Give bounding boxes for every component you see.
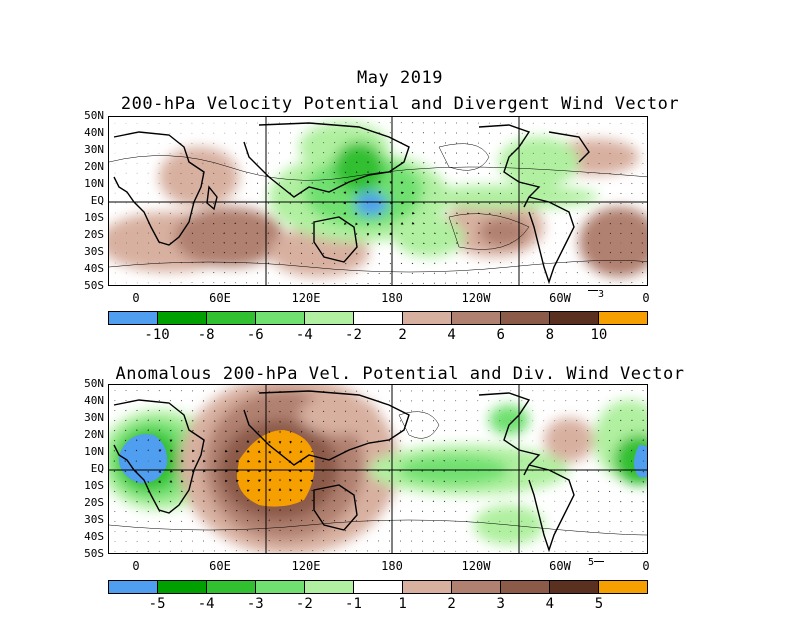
lon-label: 180: [381, 291, 403, 305]
lat-label: EQ: [90, 194, 104, 207]
lat-label: 30S: [84, 513, 104, 526]
lon-label: 60E: [209, 559, 231, 573]
colorbar-label: 8: [545, 327, 555, 343]
panel1-map-graphic: [109, 117, 647, 285]
lat-label: 50N: [84, 109, 104, 122]
lon-label: 120W: [461, 291, 491, 305]
colorbar-swatch: [109, 312, 158, 324]
colorbar-label: -10: [144, 327, 170, 343]
lat-label: 30N: [84, 143, 104, 156]
lat-label: 10N: [84, 177, 104, 190]
lon-label: 180: [381, 559, 403, 573]
colorbar-swatch: [305, 312, 354, 324]
lat-label: 50S: [84, 547, 104, 560]
colorbar-label: 10: [590, 327, 608, 343]
colorbar-swatch: [305, 581, 354, 593]
panel1-colorbar: [108, 311, 648, 325]
panel1-title: 200-hPa Velocity Potential and Divergent…: [120, 94, 680, 114]
lat-label: 10N: [84, 445, 104, 458]
colorbar-label: -6: [246, 327, 264, 343]
colorbar-label: -1: [345, 596, 362, 612]
panel2-colorbar: [108, 580, 648, 594]
colorbar-label: -4: [197, 596, 215, 612]
lat-label: 50S: [84, 279, 104, 292]
colorbar-swatch: [256, 581, 305, 593]
colorbar-swatch: [207, 581, 256, 593]
lat-label: 30S: [84, 245, 104, 258]
colorbar-swatch: [599, 581, 647, 593]
lat-label: 20S: [84, 228, 104, 241]
lon-label: 0: [642, 559, 650, 573]
lat-label: 20S: [84, 496, 104, 509]
panel1-ref-vector: 3: [588, 289, 604, 300]
lat-label: 20N: [84, 160, 104, 173]
colorbar-label: 5: [594, 596, 604, 612]
lat-label: 40S: [84, 530, 104, 543]
lon-label: 120E: [291, 559, 321, 573]
colorbar-label: -4: [295, 327, 313, 343]
colorbar-swatch: [403, 312, 452, 324]
colorbar-swatch: [403, 581, 452, 593]
lat-label: 50N: [84, 377, 104, 390]
colorbar-swatch: [158, 581, 207, 593]
lon-label: 0: [132, 559, 140, 573]
date-title: May 2019: [357, 68, 443, 88]
lon-label: 60E: [209, 291, 231, 305]
colorbar-label: 4: [545, 596, 555, 612]
colorbar-swatch: [354, 312, 403, 324]
colorbar-label: 3: [496, 596, 505, 612]
colorbar-label: -2: [295, 596, 313, 612]
colorbar-swatch: [501, 581, 550, 593]
colorbar-swatch: [550, 581, 599, 593]
lat-label: 30N: [84, 411, 104, 424]
colorbar-label: -8: [197, 327, 215, 343]
lon-label: 120E: [291, 291, 321, 305]
panel2-map: [108, 384, 648, 554]
lon-label: 60W: [549, 291, 571, 305]
panel2-ref-vector: 5: [588, 557, 605, 568]
lon-label: 0: [132, 291, 140, 305]
colorbar-label: -2: [345, 327, 362, 343]
colorbar-swatch: [207, 312, 256, 324]
lat-label: 40S: [84, 262, 104, 275]
lat-label: 40N: [84, 394, 104, 407]
colorbar-label: 6: [496, 327, 505, 343]
colorbar-swatch: [452, 581, 501, 593]
colorbar-swatch: [109, 581, 158, 593]
colorbar-swatch: [452, 312, 501, 324]
colorbar-label: 1: [398, 596, 407, 612]
lon-label: 0: [642, 291, 650, 305]
colorbar-swatch: [158, 312, 207, 324]
lon-label: 120W: [461, 559, 491, 573]
lat-label: EQ: [90, 462, 104, 475]
panel2-title: Anomalous 200-hPa Vel. Potential and Div…: [115, 364, 685, 384]
lat-label: 10S: [84, 211, 104, 224]
colorbar-label: -5: [148, 596, 166, 612]
lat-label: 20N: [84, 428, 104, 441]
panel1-map: [108, 116, 648, 286]
colorbar-swatch: [501, 312, 550, 324]
colorbar-swatch: [354, 581, 403, 593]
colorbar-label: 2: [447, 596, 456, 612]
colorbar-label: 2: [398, 327, 407, 343]
colorbar-label: -3: [246, 596, 264, 612]
lat-label: 10S: [84, 479, 104, 492]
colorbar-swatch: [550, 312, 599, 324]
colorbar-label: 4: [447, 327, 456, 343]
lat-label: 40N: [84, 126, 104, 139]
colorbar-swatch: [256, 312, 305, 324]
colorbar-swatch: [599, 312, 647, 324]
panel2-map-graphic: [109, 385, 647, 553]
lon-label: 60W: [549, 559, 571, 573]
